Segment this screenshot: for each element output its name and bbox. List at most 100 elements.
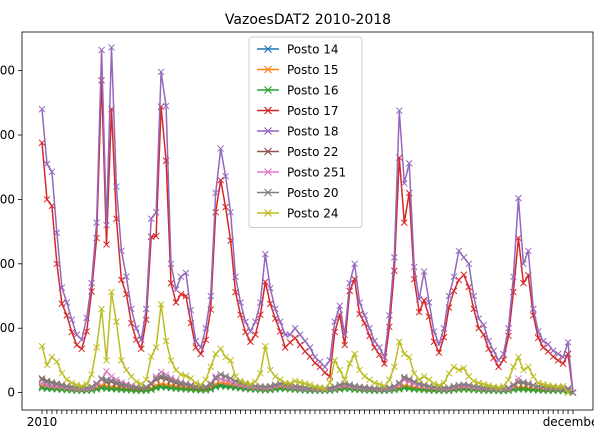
legend-item[interactable]: Posto 17 [257, 104, 339, 118]
data-point [381, 353, 388, 361]
data-point [475, 324, 483, 332]
data-point [123, 366, 130, 374]
data-point [118, 357, 125, 364]
data-point [500, 350, 507, 358]
data-point [524, 247, 532, 255]
x-tick-label: 2010 [27, 415, 58, 429]
legend-item[interactable]: Posto 16 [257, 84, 339, 98]
data-point [311, 359, 319, 367]
data-point [222, 373, 229, 380]
data-point [247, 380, 254, 388]
data-point [202, 383, 210, 391]
data-point [321, 385, 329, 393]
data-point [470, 377, 478, 385]
data-point [137, 345, 145, 353]
data-point [103, 368, 110, 375]
data-point [162, 373, 170, 381]
legend-item[interactable]: Posto 251 [257, 166, 346, 180]
x-marker-icon [264, 147, 272, 156]
y-tick-label: 4000 [0, 128, 15, 142]
data-point [495, 363, 502, 371]
data-point [177, 371, 185, 378]
data-point [58, 284, 66, 292]
data-point [465, 283, 473, 291]
data-point [127, 305, 135, 313]
data-point [58, 300, 66, 308]
data-point [276, 381, 284, 389]
data-point [73, 341, 81, 349]
data-point [38, 342, 46, 350]
data-point [68, 379, 76, 387]
legend-item[interactable]: Posto 24 [257, 207, 339, 221]
data-point [266, 382, 274, 390]
data-point [356, 366, 363, 374]
data-point [197, 344, 205, 351]
data-point [182, 380, 190, 388]
data-point [455, 247, 463, 255]
data-point [306, 344, 314, 351]
data-point [400, 219, 408, 226]
data-point [237, 379, 244, 387]
data-point [63, 299, 71, 306]
data-point [386, 311, 393, 319]
data-point [381, 382, 388, 390]
data-point [78, 382, 86, 390]
data-point [475, 315, 483, 322]
data-point [505, 324, 512, 332]
data-point [495, 384, 502, 391]
x-marker-icon [264, 45, 272, 53]
legend-item[interactable]: Posto 22 [257, 145, 339, 159]
data-point [38, 105, 46, 113]
data-point [455, 366, 463, 374]
data-point [286, 331, 294, 339]
data-point [510, 363, 517, 371]
data-point [415, 376, 423, 384]
y-axis: 0 1000 2000 3000 4000 5000 [0, 64, 22, 400]
legend-item[interactable]: Posto 20 [257, 186, 339, 200]
data-point [395, 381, 403, 389]
data-point [118, 380, 125, 388]
legend-box [248, 36, 363, 228]
data-point [450, 363, 458, 371]
data-point [515, 375, 522, 382]
data-point [172, 286, 180, 293]
data-point [291, 377, 299, 385]
data-point [331, 383, 339, 391]
data-point [172, 299, 180, 306]
data-point [53, 380, 61, 388]
data-point [261, 342, 269, 350]
series-posto-20 [38, 371, 577, 396]
data-point [321, 369, 329, 377]
data-point [356, 299, 363, 306]
data-point [420, 297, 428, 304]
data-point [505, 376, 512, 384]
data-point [202, 376, 210, 384]
data-point [301, 348, 309, 355]
data-point [425, 376, 433, 384]
data-point [162, 337, 170, 345]
legend-item[interactable]: Posto 14 [257, 43, 339, 57]
data-point [281, 331, 289, 339]
data-point [420, 268, 428, 275]
legend-item[interactable]: Posto 15 [257, 63, 339, 77]
data-point [266, 366, 274, 374]
legend[interactable]: Posto 14 Posto 15 Posto 16 Posto 17 Posto 18… [248, 36, 363, 228]
data-point [167, 357, 175, 364]
data-point [510, 381, 517, 389]
legend-item[interactable]: Posto 18 [257, 125, 339, 139]
data-point [539, 337, 547, 345]
data-point [73, 381, 81, 389]
data-point [252, 318, 259, 326]
data-point [276, 376, 284, 384]
data-point [559, 382, 567, 390]
data-point [177, 273, 185, 281]
data-point [539, 380, 547, 388]
data-point [48, 379, 56, 387]
data-point [232, 273, 239, 281]
data-point [485, 382, 492, 389]
data-point [559, 353, 567, 361]
data-point [485, 345, 492, 353]
data-point [247, 338, 254, 346]
